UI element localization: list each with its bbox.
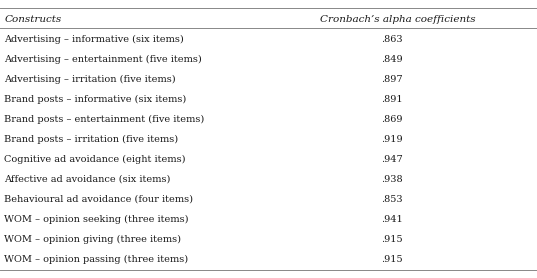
Text: .915: .915 bbox=[381, 255, 403, 264]
Text: Brand posts – irritation (five items): Brand posts – irritation (five items) bbox=[4, 135, 178, 144]
Text: .863: .863 bbox=[381, 35, 403, 44]
Text: WOM – opinion giving (three items): WOM – opinion giving (three items) bbox=[4, 235, 182, 244]
Text: .941: .941 bbox=[381, 215, 403, 224]
Text: Advertising – entertainment (five items): Advertising – entertainment (five items) bbox=[4, 55, 202, 64]
Text: WOM – opinion seeking (three items): WOM – opinion seeking (three items) bbox=[4, 215, 189, 224]
Text: .938: .938 bbox=[381, 175, 403, 184]
Text: .853: .853 bbox=[381, 195, 403, 204]
Text: Advertising – informative (six items): Advertising – informative (six items) bbox=[4, 35, 184, 44]
Text: Constructs: Constructs bbox=[4, 15, 62, 24]
Text: .897: .897 bbox=[381, 75, 403, 84]
Text: .915: .915 bbox=[381, 235, 403, 244]
Text: .891: .891 bbox=[381, 95, 403, 104]
Text: Cronbach’s alpha coefficients: Cronbach’s alpha coefficients bbox=[320, 15, 475, 24]
Text: Cognitive ad avoidance (eight items): Cognitive ad avoidance (eight items) bbox=[4, 155, 186, 164]
Text: .919: .919 bbox=[381, 135, 403, 144]
Text: .947: .947 bbox=[381, 155, 403, 164]
Text: Affective ad avoidance (six items): Affective ad avoidance (six items) bbox=[4, 175, 171, 184]
Text: Advertising – irritation (five items): Advertising – irritation (five items) bbox=[4, 75, 176, 84]
Text: WOM – opinion passing (three items): WOM – opinion passing (three items) bbox=[4, 255, 188, 264]
Text: Brand posts – entertainment (five items): Brand posts – entertainment (five items) bbox=[4, 115, 205, 124]
Text: .869: .869 bbox=[381, 115, 403, 124]
Text: .849: .849 bbox=[381, 55, 403, 64]
Text: Behavioural ad avoidance (four items): Behavioural ad avoidance (four items) bbox=[4, 195, 193, 204]
Text: Brand posts – informative (six items): Brand posts – informative (six items) bbox=[4, 95, 186, 104]
